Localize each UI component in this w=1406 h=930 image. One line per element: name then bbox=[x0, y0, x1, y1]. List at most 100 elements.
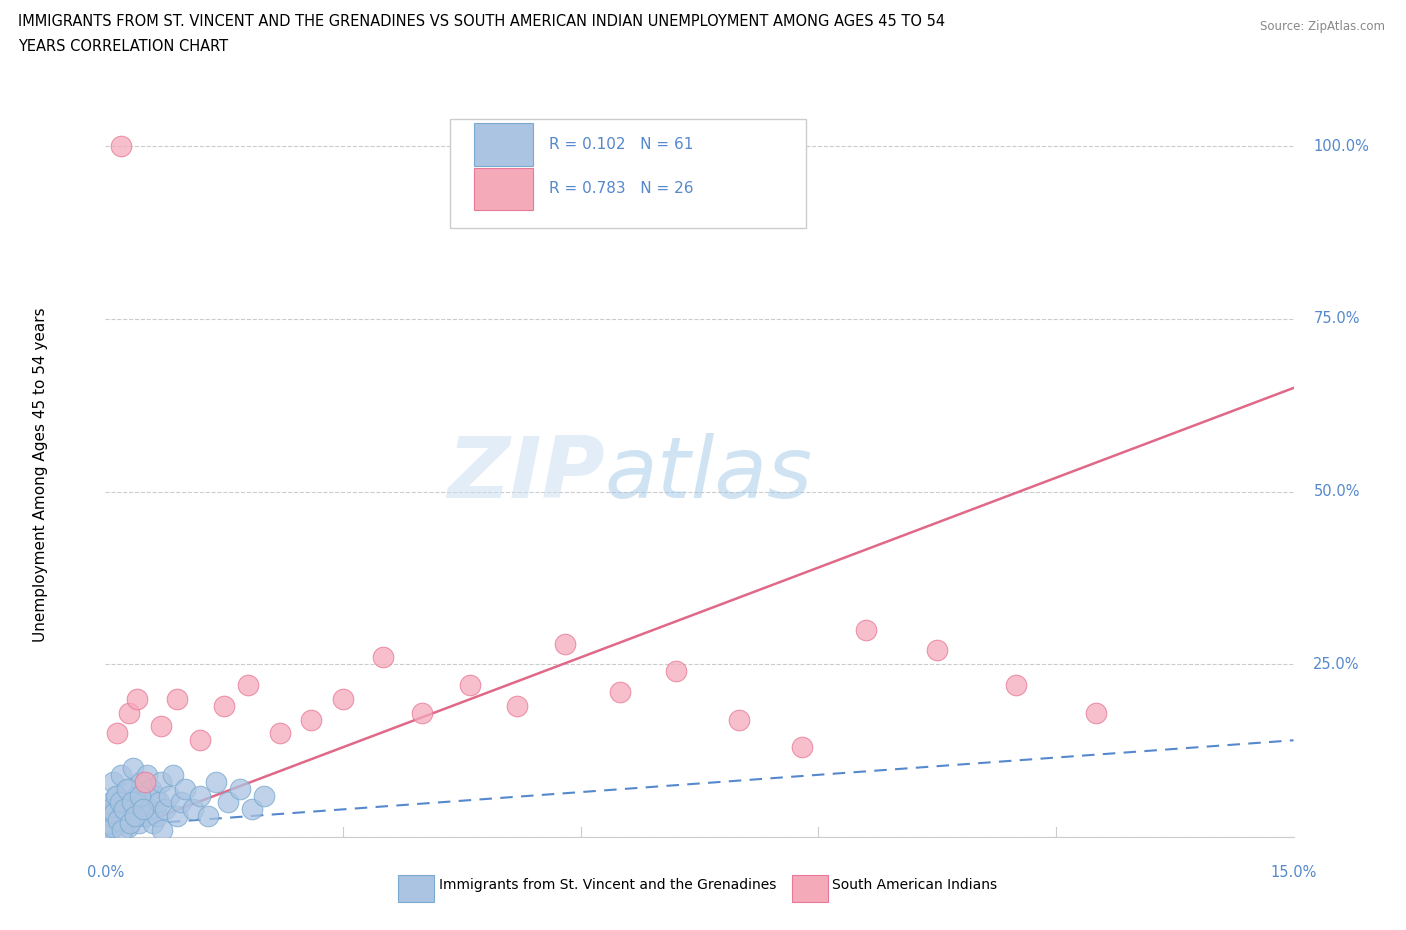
Point bbox=[1005, 678, 1028, 693]
Point bbox=[101, 816, 124, 830]
Point bbox=[665, 664, 688, 679]
Point bbox=[146, 809, 169, 824]
Point bbox=[181, 802, 204, 817]
Point bbox=[554, 636, 576, 651]
Point bbox=[107, 812, 129, 827]
Point bbox=[111, 816, 134, 830]
Point bbox=[118, 816, 141, 830]
Point bbox=[110, 139, 132, 153]
Text: 100.0%: 100.0% bbox=[1313, 139, 1369, 153]
Point bbox=[269, 726, 291, 741]
Text: YEARS CORRELATION CHART: YEARS CORRELATION CHART bbox=[18, 39, 228, 54]
Point bbox=[162, 767, 184, 782]
Point bbox=[166, 809, 188, 824]
Point bbox=[141, 781, 163, 796]
Text: 0.0%: 0.0% bbox=[87, 865, 124, 880]
Point bbox=[128, 816, 150, 830]
Text: Source: ZipAtlas.com: Source: ZipAtlas.com bbox=[1260, 20, 1385, 33]
FancyBboxPatch shape bbox=[474, 167, 533, 210]
Text: 25.0%: 25.0% bbox=[1313, 657, 1360, 671]
Text: IMMIGRANTS FROM ST. VINCENT AND THE GRENADINES VS SOUTH AMERICAN INDIAN UNEMPLOY: IMMIGRANTS FROM ST. VINCENT AND THE GREN… bbox=[18, 14, 945, 29]
Point bbox=[152, 823, 174, 838]
Point bbox=[121, 795, 143, 810]
Text: Unemployment Among Ages 45 to 54 years: Unemployment Among Ages 45 to 54 years bbox=[32, 307, 48, 642]
Point bbox=[103, 805, 125, 820]
Point bbox=[1084, 705, 1107, 720]
Point bbox=[506, 698, 529, 713]
Point bbox=[129, 775, 152, 790]
Point bbox=[143, 788, 166, 803]
Point bbox=[96, 826, 118, 841]
Point bbox=[240, 802, 263, 817]
Point bbox=[149, 775, 172, 790]
Point bbox=[157, 788, 180, 803]
Point bbox=[120, 802, 142, 817]
Point bbox=[97, 809, 120, 824]
Point bbox=[127, 788, 149, 803]
Text: R = 0.102   N = 61: R = 0.102 N = 61 bbox=[548, 137, 693, 152]
Point bbox=[170, 795, 193, 810]
Text: atlas: atlas bbox=[605, 432, 813, 516]
Point bbox=[214, 698, 236, 713]
Point bbox=[197, 809, 219, 824]
Point bbox=[153, 802, 176, 817]
Point bbox=[104, 788, 127, 803]
Point bbox=[173, 781, 195, 796]
Point bbox=[110, 795, 132, 810]
Text: R = 0.783   N = 26: R = 0.783 N = 26 bbox=[548, 181, 693, 196]
Point bbox=[458, 678, 481, 693]
FancyBboxPatch shape bbox=[474, 124, 533, 166]
Point bbox=[299, 712, 322, 727]
Point bbox=[103, 775, 125, 790]
Point bbox=[855, 622, 877, 637]
Point bbox=[229, 781, 252, 796]
Point bbox=[134, 775, 156, 790]
Point bbox=[149, 719, 172, 734]
Point bbox=[166, 691, 188, 706]
Point bbox=[104, 802, 127, 817]
Point bbox=[97, 816, 120, 830]
Point bbox=[411, 705, 433, 720]
Point bbox=[148, 795, 170, 810]
Point bbox=[236, 678, 259, 693]
Point bbox=[190, 733, 212, 748]
Point bbox=[108, 809, 131, 824]
Point bbox=[110, 767, 132, 782]
Point bbox=[127, 691, 149, 706]
Point bbox=[253, 788, 276, 803]
Point bbox=[131, 802, 153, 817]
Point bbox=[118, 781, 141, 796]
Point bbox=[118, 705, 141, 720]
Point bbox=[134, 809, 156, 824]
Point bbox=[927, 643, 949, 658]
Point bbox=[135, 767, 157, 782]
Point bbox=[122, 761, 145, 776]
Point bbox=[124, 809, 146, 824]
Text: Immigrants from St. Vincent and the Grenadines: Immigrants from St. Vincent and the Gren… bbox=[439, 878, 776, 893]
Point bbox=[129, 788, 152, 803]
Text: 75.0%: 75.0% bbox=[1313, 312, 1360, 326]
Point bbox=[96, 823, 118, 838]
Point bbox=[105, 726, 128, 741]
Point bbox=[114, 802, 136, 817]
Point bbox=[114, 795, 136, 810]
Point bbox=[132, 795, 155, 810]
Point bbox=[217, 795, 239, 810]
Text: 15.0%: 15.0% bbox=[1271, 865, 1316, 880]
Text: 50.0%: 50.0% bbox=[1313, 485, 1360, 499]
Point bbox=[98, 826, 121, 841]
Point bbox=[100, 795, 122, 810]
Point bbox=[105, 788, 128, 803]
Point bbox=[792, 739, 814, 754]
Point bbox=[332, 691, 354, 706]
FancyBboxPatch shape bbox=[450, 119, 807, 228]
Point bbox=[115, 781, 138, 796]
Point bbox=[142, 816, 165, 830]
Point bbox=[111, 823, 134, 838]
Point bbox=[98, 802, 121, 817]
Point bbox=[190, 788, 212, 803]
Point bbox=[371, 650, 394, 665]
Point bbox=[101, 819, 124, 834]
Point bbox=[205, 775, 228, 790]
Point bbox=[124, 809, 146, 824]
